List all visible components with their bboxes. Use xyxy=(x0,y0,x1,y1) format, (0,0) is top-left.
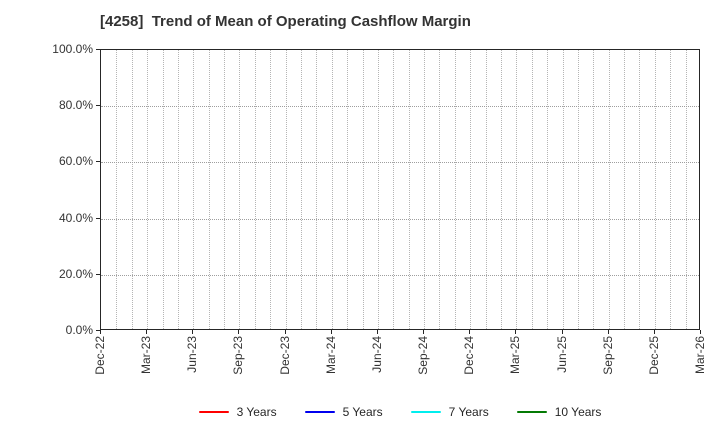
vertical-gridline xyxy=(608,50,610,329)
legend-item: 7 Years xyxy=(410,405,489,419)
x-tick-label: Sep-25 xyxy=(600,336,615,375)
x-tick-label: Dec-24 xyxy=(462,336,477,375)
y-tick-label: 100.0% xyxy=(52,42,93,56)
x-tick-mark xyxy=(146,330,148,334)
x-tick-label: Mar-25 xyxy=(508,336,523,375)
vertical-gridline xyxy=(224,50,226,329)
x-tick-mark xyxy=(423,330,425,334)
x-tick-label: Dec-23 xyxy=(277,336,292,375)
x-tick-label: Dec-25 xyxy=(646,336,661,375)
vertical-gridline xyxy=(577,50,579,329)
y-tick-mark xyxy=(96,273,100,275)
vertical-gridline xyxy=(501,50,502,329)
y-tick-mark xyxy=(96,161,100,163)
horizontal-gridline xyxy=(101,274,699,276)
vertical-gridline xyxy=(270,50,272,329)
y-tick-mark xyxy=(96,330,100,331)
y-tick-label: 60.0% xyxy=(58,154,93,169)
x-tick-label: Mar-26 xyxy=(693,336,707,375)
vertical-gridline xyxy=(547,50,549,329)
x-tick-label: Mar-23 xyxy=(139,336,154,375)
legend-label: 10 Years xyxy=(554,405,602,419)
vertical-gridline xyxy=(408,50,410,329)
y-tick-label: 40.0% xyxy=(58,210,93,225)
vertical-gridline xyxy=(131,50,133,329)
vertical-gridline xyxy=(347,50,349,329)
legend-label: 5 Years xyxy=(342,405,383,419)
plot-area xyxy=(100,49,700,330)
vertical-gridline xyxy=(116,50,118,329)
vertical-gridline xyxy=(162,50,164,329)
x-tick-mark xyxy=(330,330,332,334)
vertical-gridline xyxy=(147,50,149,329)
horizontal-gridline xyxy=(101,106,699,108)
x-tick-label: Mar-24 xyxy=(323,336,338,375)
x-tick-label: Jun-25 xyxy=(554,336,569,373)
chart-title: [4258] Trend of Mean of Operating Cashfl… xyxy=(100,13,471,30)
vertical-gridline xyxy=(393,50,395,329)
x-tick-mark xyxy=(607,330,609,334)
vertical-gridline xyxy=(454,50,456,329)
x-tick-mark xyxy=(100,330,101,334)
y-tick-mark xyxy=(96,49,100,50)
x-tick-label: Sep-23 xyxy=(231,336,246,375)
x-tick-mark xyxy=(700,330,701,334)
vertical-gridline xyxy=(254,50,256,329)
vertical-gridline xyxy=(624,50,626,329)
y-tick-label: 0.0% xyxy=(65,323,93,337)
vertical-gridline xyxy=(439,50,441,329)
vertical-gridline xyxy=(516,50,518,329)
horizontal-gridline xyxy=(101,162,699,164)
legend-item: 3 Years xyxy=(198,405,277,419)
x-tick-mark xyxy=(376,330,378,334)
vertical-gridline xyxy=(639,50,641,329)
x-tick-mark xyxy=(469,330,471,334)
y-tick-label: 20.0% xyxy=(58,266,93,281)
y-tick-label: 80.0% xyxy=(58,98,93,113)
x-tick-mark xyxy=(561,330,563,334)
vertical-gridline xyxy=(285,50,287,329)
vertical-gridline xyxy=(239,50,241,329)
x-tick-label: Sep-24 xyxy=(416,336,431,375)
vertical-gridline xyxy=(362,50,364,329)
vertical-gridline xyxy=(593,50,595,329)
legend-label: 7 Years xyxy=(448,405,489,419)
x-tick-mark xyxy=(192,330,194,334)
legend-line-swatch xyxy=(304,410,335,414)
vertical-gridline xyxy=(685,50,687,329)
vertical-gridline xyxy=(331,50,333,329)
horizontal-gridline xyxy=(101,218,699,220)
x-tick-mark xyxy=(653,330,655,334)
legend-label: 3 Years xyxy=(236,405,277,419)
vertical-gridline xyxy=(470,50,472,329)
y-tick-mark xyxy=(96,217,100,219)
vertical-gridline xyxy=(193,50,195,329)
vertical-gridline xyxy=(654,50,656,329)
vertical-gridline xyxy=(562,50,564,329)
legend-line-swatch xyxy=(516,410,547,414)
legend-line-swatch xyxy=(198,410,229,414)
x-tick-label: Dec-22 xyxy=(93,336,107,375)
vertical-gridline xyxy=(377,50,379,329)
x-tick-label: Jun-23 xyxy=(185,336,200,373)
y-tick-mark xyxy=(96,105,100,107)
legend-line-swatch xyxy=(410,410,441,414)
legend-item: 10 Years xyxy=(516,405,602,419)
legend-item: 5 Years xyxy=(304,405,383,419)
vertical-gridline xyxy=(177,50,179,329)
vertical-gridline xyxy=(485,50,487,329)
vertical-gridline xyxy=(208,50,210,329)
x-tick-mark xyxy=(515,330,517,334)
vertical-gridline xyxy=(670,50,672,329)
vertical-gridline xyxy=(424,50,426,329)
legend: 3 Years 5 Years 7 Years 10 Years xyxy=(100,405,700,419)
vertical-gridline xyxy=(301,50,302,329)
x-tick-mark xyxy=(284,330,286,334)
vertical-gridline xyxy=(531,50,533,329)
x-tick-mark xyxy=(238,330,240,334)
vertical-gridline xyxy=(316,50,318,329)
x-tick-label: Jun-24 xyxy=(369,336,384,373)
